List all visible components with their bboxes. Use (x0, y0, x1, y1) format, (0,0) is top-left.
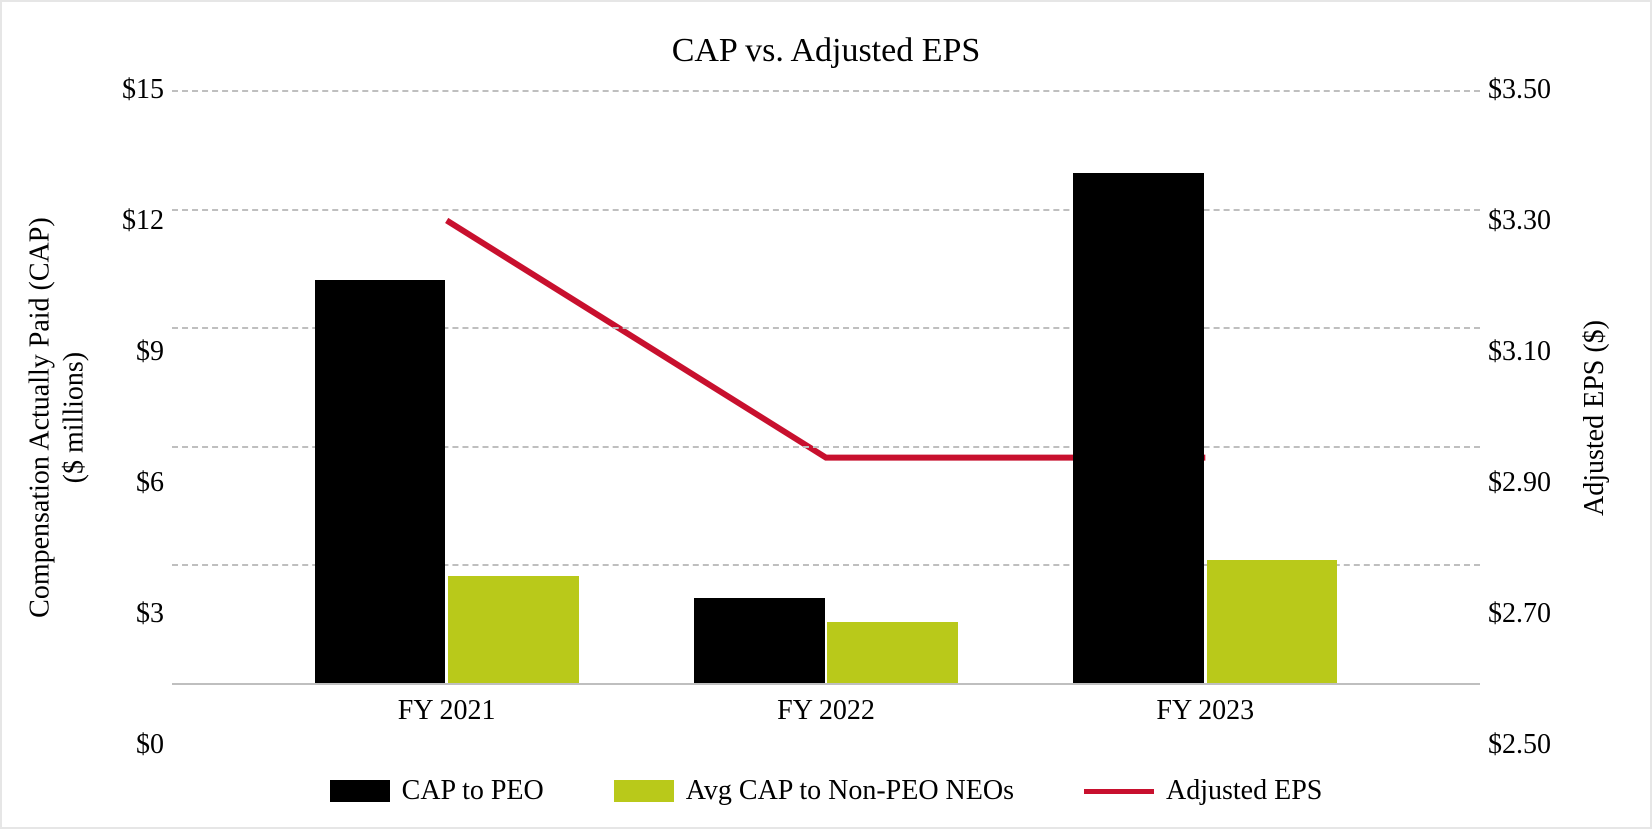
legend-item: Avg CAP to Non-PEO NEOs (614, 775, 1014, 807)
bar-avg-cap-to-non-peo-neos (448, 576, 579, 683)
y-left-ticks: $0$3$6$9$12$15 (82, 90, 172, 745)
y-right-label: Adjusted EPS ($) (1579, 320, 1611, 516)
bar-avg-cap-to-non-peo-neos (827, 622, 958, 683)
plot-area (172, 90, 1480, 685)
y-right-tick: $3.50 (1488, 74, 1551, 106)
y-right-tick: $2.90 (1488, 467, 1551, 499)
y-left-tick: $0 (136, 729, 164, 761)
bar-cap-to-peo (1073, 173, 1204, 683)
y-right-ticks: $2.50$2.70$2.90$3.10$3.30$3.50 (1480, 90, 1570, 745)
y-left-tick: $15 (122, 74, 164, 106)
legend-swatch (614, 780, 674, 802)
y-left-tick: $6 (136, 467, 164, 499)
chart-body: Compensation Actually Paid (CAP)($ milli… (32, 90, 1620, 745)
y-left-label: Compensation Actually Paid (CAP)($ milli… (23, 217, 90, 618)
y-left-tick: $9 (136, 336, 164, 368)
x-tick: FY 2023 (1156, 695, 1254, 727)
bar-avg-cap-to-non-peo-neos (1207, 560, 1338, 683)
legend-item: Adjusted EPS (1084, 775, 1322, 807)
legend-label: Avg CAP to Non-PEO NEOs (686, 775, 1014, 807)
plot-column: FY 2021 FY 2022 FY 2023 (172, 90, 1480, 745)
y-right-label-col: Adjusted EPS ($) (1570, 90, 1620, 745)
legend-label: Adjusted EPS (1166, 775, 1322, 807)
y-right-tick: $3.10 (1488, 336, 1551, 368)
y-left-tick: $3 (136, 598, 164, 630)
legend-line-swatch (1084, 789, 1154, 794)
y-right-tick: $2.70 (1488, 598, 1551, 630)
gridline (172, 209, 1480, 211)
legend-swatch (330, 780, 390, 802)
gridline (172, 90, 1480, 92)
legend-item: CAP to PEO (330, 775, 544, 807)
chart-title: CAP vs. Adjusted EPS (32, 32, 1620, 70)
y-right-tick: $2.50 (1488, 729, 1551, 761)
y-right-tick: $3.30 (1488, 205, 1551, 237)
y-left-label-col: Compensation Actually Paid (CAP)($ milli… (32, 90, 82, 745)
x-axis: FY 2021 FY 2022 FY 2023 (172, 685, 1480, 745)
chart-container: CAP vs. Adjusted EPS Compensation Actual… (0, 0, 1652, 829)
x-tick: FY 2021 (398, 695, 496, 727)
legend-label: CAP to PEO (402, 775, 544, 807)
bar-cap-to-peo (315, 280, 446, 683)
y-left-label-text: Compensation Actually Paid (CAP)($ milli… (24, 217, 89, 618)
bar-cap-to-peo (694, 598, 825, 683)
x-tick: FY 2022 (777, 695, 875, 727)
legend: CAP to PEO Avg CAP to Non-PEO NEOs Adjuste… (32, 775, 1620, 807)
y-left-tick: $12 (122, 205, 164, 237)
